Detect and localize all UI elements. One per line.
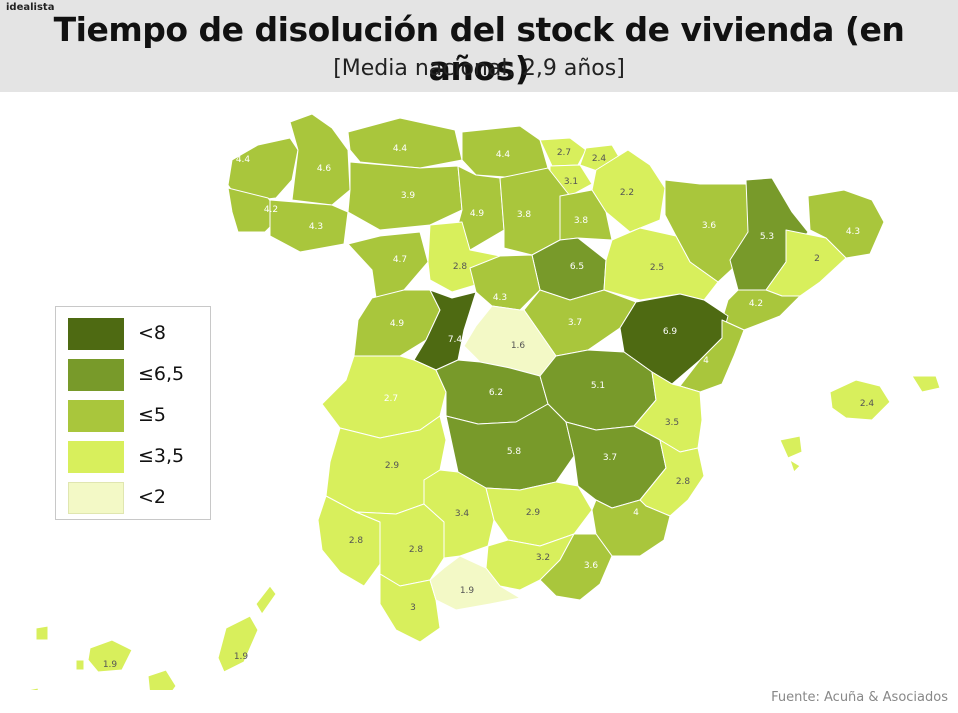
brand-logo-text: idealista <box>6 2 55 13</box>
value-label: 2.8 <box>676 477 691 487</box>
value-label: 3.6 <box>584 561 599 571</box>
value-label: 5.3 <box>760 232 774 242</box>
value-label: 3.2 <box>536 553 550 563</box>
value-label: 2 <box>814 254 820 264</box>
value-label: 3.9 <box>401 191 416 201</box>
value-label: 3 <box>410 603 416 613</box>
value-label: 2.4 <box>860 399 875 409</box>
value-label: 2.7 <box>384 394 398 404</box>
value-label: 2.2 <box>620 188 634 198</box>
value-label: 2.9 <box>385 461 400 471</box>
province-segovia <box>469 254 541 311</box>
province-ourense <box>269 199 349 253</box>
value-label: 5.1 <box>591 381 605 391</box>
province-zamora <box>347 231 429 299</box>
value-label: 6.5 <box>570 262 584 272</box>
value-label: 4 <box>703 356 709 366</box>
value-label: 3.1 <box>564 177 578 187</box>
value-label: 2.8 <box>409 545 424 555</box>
province-murcia <box>591 499 671 557</box>
value-label: 4.4 <box>496 150 511 160</box>
province-malaga <box>429 555 521 611</box>
province-cadiz <box>379 573 441 643</box>
value-label: 4 <box>633 508 639 518</box>
spain-map: 4.4 4.4 4.4 2.7 2.4 4.6 3.9 3.1 2.2 4.2 … <box>27 113 941 690</box>
province-baleares <box>779 375 941 473</box>
province-almeria <box>539 533 613 601</box>
value-label: 1.9 <box>234 652 249 662</box>
province-sevilla <box>355 503 445 587</box>
value-label: 2.8 <box>349 536 364 546</box>
value-label: 3.7 <box>568 318 582 328</box>
value-label: 3.5 <box>665 418 679 428</box>
value-label: 7.4 <box>448 335 463 345</box>
value-label: 1.6 <box>511 341 526 351</box>
value-label: 4.7 <box>393 255 407 265</box>
province-tarragona <box>721 289 801 331</box>
province-vizcaya <box>539 137 587 167</box>
value-label: 2.7 <box>557 148 571 158</box>
legend-item: ≤6,5 <box>68 359 208 391</box>
value-label: 3.7 <box>603 453 617 463</box>
value-label: 4.2 <box>264 205 278 215</box>
value-label: 2.5 <box>650 263 664 273</box>
value-label: 4.4 <box>236 155 251 165</box>
legend-item: <8 <box>68 318 208 350</box>
province-shapes <box>27 113 941 690</box>
map-subtitle: [Media nacional: 2,9 años] <box>333 56 625 81</box>
value-label: 4.4 <box>393 144 408 154</box>
legend-label: ≤6,5 <box>138 363 185 385</box>
value-label: 6.2 <box>489 388 503 398</box>
value-label: 4.3 <box>309 222 323 232</box>
province-santa-cruz-tenerife <box>27 625 133 690</box>
province-alicante <box>639 439 705 517</box>
province-pontevedra <box>227 187 283 233</box>
legend-item: <2 <box>68 482 208 514</box>
value-label: 5.8 <box>507 447 522 457</box>
legend-label: ≤5 <box>138 404 167 426</box>
province-asturias <box>347 117 463 169</box>
value-label: 2.9 <box>526 508 541 518</box>
source-note: Fuente: Acuña & Asociados <box>771 690 948 705</box>
legend-swatch <box>68 400 124 432</box>
legend-item: ≤5 <box>68 400 208 432</box>
legend: <8 ≤6,5 ≤5 ≤3,5 <2 <box>55 306 211 520</box>
legend-swatch <box>68 318 124 350</box>
province-palencia <box>455 165 505 251</box>
province-girona <box>807 189 885 259</box>
value-label: 3.8 <box>574 216 589 226</box>
province-lugo <box>289 113 351 206</box>
value-label: 1.9 <box>103 660 118 670</box>
legend-swatch <box>68 482 124 514</box>
value-label: 3.8 <box>517 210 532 220</box>
legend-label: <2 <box>138 486 167 508</box>
value-label: 3.6 <box>702 221 717 231</box>
value-label: 4.3 <box>493 293 507 303</box>
value-label: 4.9 <box>390 319 405 329</box>
province-ciudad-real <box>445 403 575 491</box>
value-label: 3.4 <box>455 509 470 519</box>
value-label: 4.6 <box>317 164 332 174</box>
legend-swatch <box>68 441 124 473</box>
value-label: 4.9 <box>470 209 485 219</box>
value-label: 6.9 <box>663 327 678 337</box>
legend-item: ≤3,5 <box>68 441 208 473</box>
province-las-palmas <box>147 585 277 690</box>
value-label: 1.9 <box>460 586 475 596</box>
header-band: idealista Tiempo de disolución del stock… <box>0 0 958 92</box>
value-label: 4.2 <box>749 299 763 309</box>
value-label: 4.3 <box>846 227 860 237</box>
value-label: 2.8 <box>453 262 468 272</box>
value-label: 2.4 <box>592 154 607 164</box>
province-jaen <box>485 481 593 547</box>
legend-label: ≤3,5 <box>138 445 185 467</box>
legend-swatch <box>68 359 124 391</box>
province-value-labels: 4.4 4.4 4.4 2.7 2.4 4.6 3.9 3.1 2.2 4.2 … <box>103 144 875 670</box>
map-title: Tiempo de disolución del stock de vivien… <box>53 10 905 88</box>
legend-label: <8 <box>138 322 167 344</box>
